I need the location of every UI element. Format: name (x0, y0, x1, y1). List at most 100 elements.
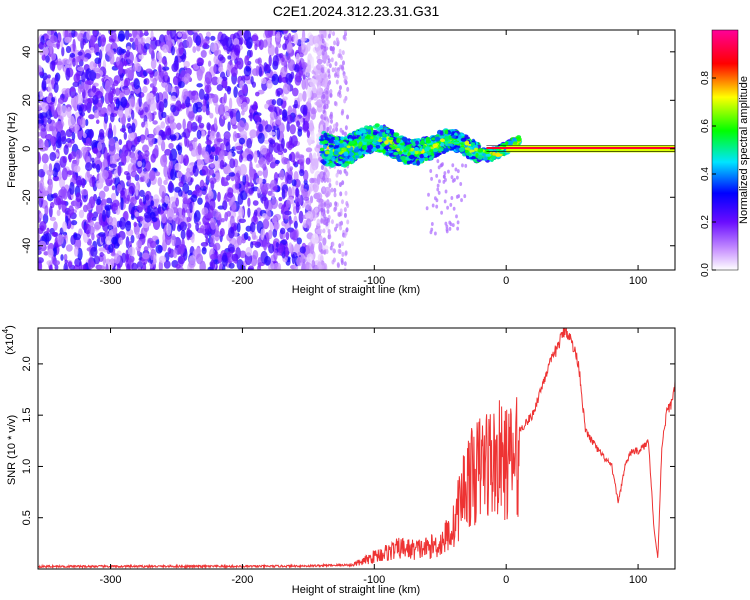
heatmap-cell (221, 254, 228, 267)
heatmap-cell (401, 136, 408, 142)
heatmap-cell (163, 179, 168, 186)
heatmap-cell (251, 230, 257, 240)
heatmap-cell (324, 174, 328, 180)
heatmap-cell (89, 35, 95, 48)
heatmap-cell (196, 158, 205, 170)
heatmap-cell (161, 191, 166, 204)
heatmap-cell (197, 197, 203, 205)
heatmap-cell (170, 45, 175, 56)
heatmap-frame (37, 29, 676, 271)
heatmap-cell (155, 92, 160, 104)
heatmap-cell (38, 151, 41, 164)
heatmap-cell (282, 96, 288, 101)
snr-x-axis: -300 -200 -100 0 100 (100, 328, 647, 586)
heatmap-cell (436, 159, 440, 164)
heatmap-cell (130, 96, 135, 108)
heatmap-cell (289, 135, 293, 146)
heatmap-cell (175, 144, 182, 151)
heatmap-cell (434, 231, 437, 236)
heatmap-cell (312, 92, 317, 98)
heatmap-cell (56, 58, 63, 71)
heatmap-cell (275, 37, 281, 42)
heatmap-cell (315, 74, 320, 87)
heatmap-cell (312, 84, 317, 94)
heatmap-cell (513, 141, 518, 145)
heatmap-cell (38, 257, 44, 264)
heatmap-cell (196, 44, 201, 52)
heatmap-cell (408, 154, 415, 160)
heatmap-cell (458, 134, 462, 140)
heatmap-cell (410, 147, 414, 152)
heatmap-cell (314, 101, 321, 106)
heatmap-cell (228, 172, 236, 177)
heatmap-cell (116, 263, 121, 270)
heatmap-cell (51, 61, 56, 72)
y-tick-label: -40 (21, 238, 33, 254)
heatmap-cell (343, 261, 347, 267)
heatmap-cell (505, 141, 509, 145)
heatmap-cell (205, 140, 213, 145)
heatmap-cell (444, 129, 449, 135)
heatmap-cell (269, 161, 276, 169)
heatmap-cell (320, 260, 324, 266)
heatmap-cell (269, 139, 276, 145)
heatmap-cell (305, 147, 313, 153)
heatmap-cell (210, 253, 217, 260)
heatmap-cell (211, 76, 219, 86)
heatmap-cell (298, 70, 304, 77)
heatmap-cell (346, 145, 351, 149)
heatmap-cell (318, 235, 323, 242)
heatmap-cell (273, 213, 282, 221)
heatmap-cell (338, 182, 342, 188)
heatmap-cell (236, 57, 244, 70)
heatmap-cell (67, 115, 76, 129)
heatmap-cell (144, 121, 149, 129)
heatmap-cell (171, 233, 176, 247)
heatmap-cell (491, 155, 497, 161)
heatmap-cell (98, 190, 106, 200)
heatmap-cell (157, 135, 162, 146)
heatmap-cell (111, 236, 118, 245)
heatmap-cell (346, 219, 350, 225)
heatmap-cell (329, 88, 333, 94)
heatmap-cell (297, 128, 303, 137)
heatmap-cell (450, 196, 454, 201)
heatmap-cell (280, 227, 286, 235)
heatmap-cell (470, 149, 475, 153)
heatmap-cell (255, 177, 264, 185)
heatmap-cell (301, 61, 308, 69)
heatmap-cell (264, 30, 272, 39)
heatmap-cell (264, 255, 271, 266)
heatmap-cell (247, 149, 252, 154)
snr-multiplier: (x104) (1, 325, 16, 355)
heatmap-cell (321, 66, 325, 72)
x-tick-label: -100 (363, 574, 385, 586)
heatmap-cell (157, 204, 162, 214)
heatmap-cell (456, 169, 460, 174)
heatmap-cell (320, 165, 324, 171)
heatmap-cell (455, 147, 460, 152)
heatmap-cell (344, 190, 348, 196)
heatmap-cell (322, 228, 326, 234)
heatmap-cell (322, 237, 327, 246)
heatmap-cell (49, 125, 53, 132)
heatmap-cell (186, 227, 191, 241)
heatmap-cell (275, 115, 282, 125)
heatmap-cell (155, 244, 163, 254)
heatmap-cell (120, 96, 128, 108)
heatmap-cell (345, 171, 349, 177)
heatmap-cell (342, 73, 346, 79)
heatmap-cell (73, 246, 79, 257)
heatmap-cell (42, 213, 49, 224)
heatmap-cell (162, 66, 170, 71)
heatmap-cell (367, 144, 373, 150)
heatmap-cell (142, 85, 148, 94)
heatmap-cell (75, 154, 80, 166)
heatmap-cell (138, 94, 142, 108)
heatmap-cell (108, 138, 116, 146)
heatmap-cell (177, 170, 183, 178)
heatmap-cell (70, 220, 78, 226)
heatmap-cell (52, 192, 58, 198)
heatmap-cell (98, 49, 103, 61)
heatmap-cell (464, 140, 470, 146)
